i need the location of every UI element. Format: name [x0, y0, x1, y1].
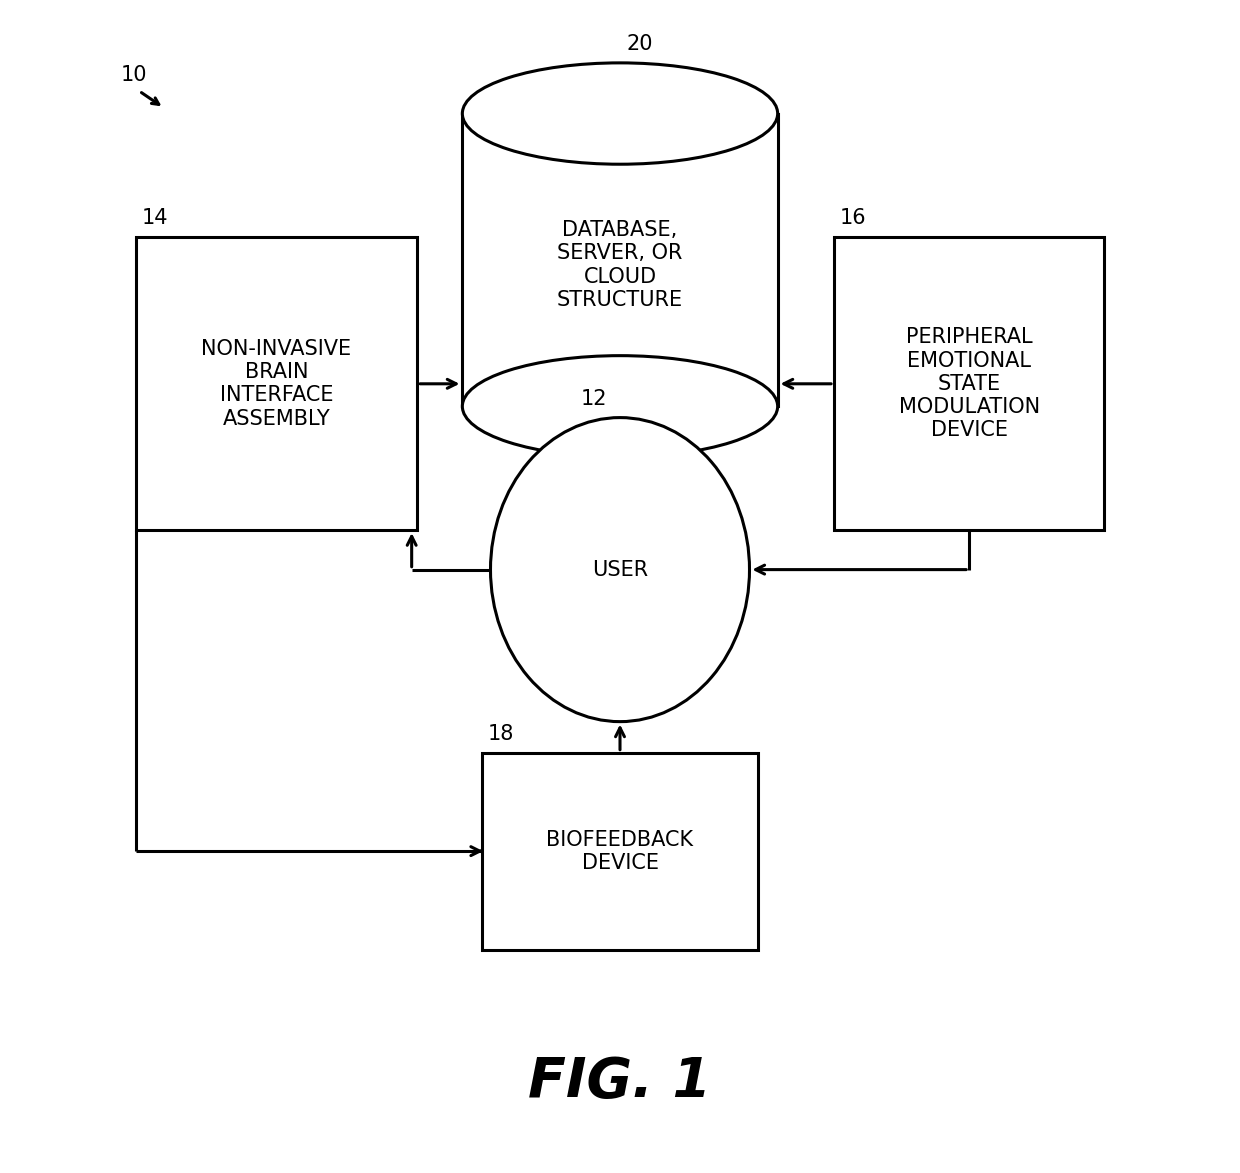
Text: BIOFEEDBACK
DEVICE: BIOFEEDBACK DEVICE: [547, 829, 693, 873]
Text: 14: 14: [141, 209, 167, 229]
Text: 20: 20: [626, 34, 653, 54]
Text: 16: 16: [839, 209, 867, 229]
Bar: [463, 114, 777, 406]
Ellipse shape: [463, 355, 777, 457]
Text: 18: 18: [487, 724, 515, 744]
Text: NON-INVASIVE
BRAIN
INTERFACE
ASSEMBLY: NON-INVASIVE BRAIN INTERFACE ASSEMBLY: [201, 339, 352, 428]
Ellipse shape: [463, 63, 777, 164]
Bar: [482, 753, 758, 950]
Text: DATABASE,
SERVER, OR
CLOUD
STRUCTURE: DATABASE, SERVER, OR CLOUD STRUCTURE: [557, 221, 683, 310]
Text: 10: 10: [120, 66, 146, 86]
Text: 12: 12: [582, 388, 608, 408]
Text: PERIPHERAL
EMOTIONAL
STATE
MODULATION
DEVICE: PERIPHERAL EMOTIONAL STATE MODULATION DE…: [899, 327, 1039, 440]
Text: USER: USER: [591, 560, 649, 579]
Ellipse shape: [491, 418, 749, 721]
Text: FIG. 1: FIG. 1: [528, 1055, 712, 1108]
Bar: [136, 237, 418, 530]
Bar: [835, 237, 1104, 530]
